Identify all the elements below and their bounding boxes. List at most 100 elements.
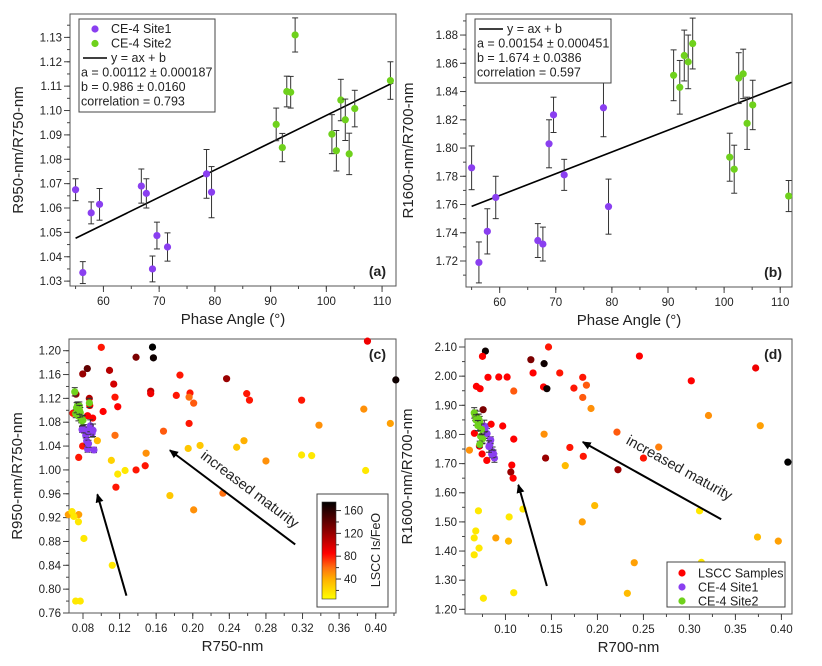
lscc-point	[110, 380, 118, 388]
lscc-point	[527, 356, 535, 364]
lscc-point	[93, 437, 101, 445]
lscc-point	[386, 419, 394, 428]
x-axis-title: R700-nm	[598, 639, 660, 656]
y-tick-label: 1.20	[39, 346, 61, 358]
lscc-point	[132, 353, 140, 361]
x-tick-label: 0.40	[364, 623, 386, 635]
lscc-point	[623, 589, 631, 597]
lscc-point	[579, 373, 587, 381]
site1-point	[148, 265, 157, 273]
fit-line	[75, 81, 394, 239]
lscc-point	[470, 429, 478, 437]
y-tick-label: 1.90	[435, 400, 457, 412]
lscc-point	[487, 420, 495, 428]
lscc-point	[566, 443, 574, 452]
site2-point	[272, 120, 280, 129]
panel-c: 0.08 0.12 0.16 0.20 0.24 0.28 0.32 0.36 0.40 0.76…	[9, 337, 400, 655]
site1-point	[599, 104, 608, 112]
lscc-point	[196, 441, 204, 450]
colorbar-tick-label: 80	[344, 551, 357, 563]
y-tick-label: 0.84	[39, 560, 62, 572]
x-tick-label: 0.16	[145, 623, 167, 635]
site1-point	[142, 189, 150, 197]
site2-point	[287, 88, 295, 96]
lscc-point	[223, 375, 231, 383]
y-tick-label: 0.92	[39, 513, 61, 525]
y-tick-label: 1.72	[436, 256, 458, 268]
x-tick-label: 0.32	[291, 623, 313, 635]
lscc-point	[97, 343, 105, 351]
y-tick-label: 0.80	[39, 584, 61, 596]
site1-point	[207, 188, 216, 196]
lscc-point	[507, 468, 515, 476]
y-tick-label: 0.96	[39, 489, 61, 501]
lscc-point	[74, 518, 83, 526]
legend-label: a = 0.00112 ± 0.000187	[81, 66, 212, 80]
x-tick-label: 0.40	[770, 624, 792, 636]
legend-label: CE-4 Site2	[111, 37, 171, 51]
site2-point	[474, 421, 482, 430]
legend-label: CE-4 Site2	[698, 595, 758, 609]
lscc-point	[543, 385, 551, 393]
x-axis-title: R750-nm	[202, 638, 264, 655]
lscc-point	[474, 507, 483, 515]
legend-label: CE-4 Site1	[698, 581, 758, 595]
y-tick-label: 1.50	[435, 517, 457, 529]
site2-point	[785, 192, 793, 200]
lscc-point	[184, 444, 192, 453]
lscc-point	[756, 422, 764, 430]
legend-label: correlation = 0.597	[477, 66, 581, 80]
x-tick-label: 0.35	[724, 624, 746, 636]
legend-label: a = 0.00154 ± 0.000451	[477, 37, 609, 51]
panel-label: (a)	[369, 263, 386, 279]
x-tick-label: 90	[264, 296, 277, 308]
site1-point	[84, 440, 93, 448]
lscc-point	[495, 373, 503, 381]
site1-point	[71, 186, 80, 194]
lscc-point	[472, 527, 480, 535]
lscc-point	[529, 369, 537, 377]
lscc-point	[148, 343, 157, 351]
site2-point	[470, 409, 478, 417]
lscc-point	[132, 466, 140, 474]
site2-point	[475, 415, 483, 423]
site1-point	[560, 171, 568, 179]
lscc-point	[114, 403, 122, 411]
lscc-point	[578, 518, 586, 526]
legend-box	[666, 561, 786, 608]
lscc-point	[362, 466, 370, 475]
legend-label: y = ax + b	[507, 22, 562, 36]
y-tick-label: 1.00	[39, 465, 61, 477]
lscc-point	[111, 393, 119, 401]
x-tick-label: 70	[549, 297, 562, 309]
lscc-point	[470, 551, 478, 559]
x-tick-label: 0.20	[586, 624, 608, 636]
site2-point	[680, 51, 688, 60]
site2-point	[337, 96, 345, 104]
lscc-point	[245, 396, 254, 404]
x-tick-label: 0.20	[182, 623, 204, 635]
lscc-point	[240, 437, 248, 445]
site2-point	[749, 101, 757, 109]
legend-marker	[91, 25, 99, 33]
lscc-point	[587, 404, 595, 413]
site2-point	[684, 58, 692, 66]
lscc-point	[704, 411, 713, 420]
lscc-point	[639, 454, 648, 462]
lscc-point	[262, 457, 270, 465]
y-tick-label: 1.80	[435, 429, 457, 441]
x-tick-label: 0.30	[678, 624, 700, 636]
lscc-point	[70, 512, 78, 521]
lscc-point	[243, 390, 251, 398]
lscc-point	[79, 370, 87, 378]
site1-point	[534, 236, 542, 245]
lscc-point	[172, 391, 180, 399]
x-tick-label: 0.28	[255, 623, 277, 635]
y-tick-label: 1.07	[40, 179, 62, 191]
site2-point	[278, 143, 286, 152]
site2-point	[386, 76, 395, 85]
y-tick-label: 1.60	[435, 488, 457, 500]
maturity-arrow	[581, 441, 722, 521]
y-tick-label: 0.76	[39, 608, 61, 620]
